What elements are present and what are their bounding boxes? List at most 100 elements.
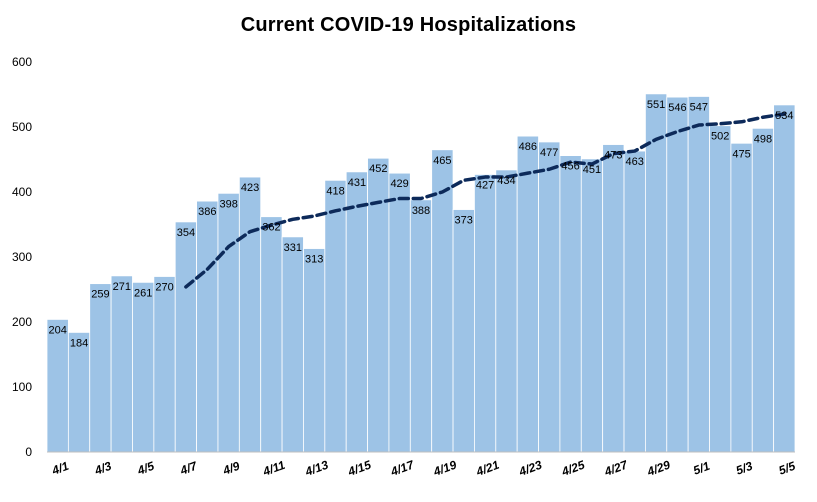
bar-5-3 [730,142,753,453]
data-label-4-16: 452 [369,163,387,175]
bar-4-9 [217,192,240,453]
data-label-5-2: 502 [711,131,729,143]
y-tick-100: 100 [12,380,32,394]
data-label-4-20: 373 [455,215,473,227]
data-label-4-6: 270 [155,282,173,294]
bar-4-3 [89,283,112,453]
data-label-4-5: 261 [134,287,152,299]
bar-4-21 [474,174,497,453]
data-label-4-26: 451 [583,164,601,176]
x-tick-4-3: 4/3 [92,459,114,478]
bar-4-28 [623,150,646,453]
y-tick-200: 200 [12,315,32,329]
data-label-4-21: 427 [476,179,494,191]
data-label-4-11: 362 [262,222,280,234]
bar-4-13 [303,248,326,453]
data-label-4-17: 429 [390,178,408,190]
data-label-4-19: 465 [433,155,451,167]
bar-4-1 [46,318,69,453]
data-label-5-3: 475 [732,148,750,160]
x-tick-4-13: 4/13 [302,458,330,480]
y-tick-600: 600 [12,55,32,69]
data-label-4-24: 477 [540,147,558,159]
x-tick-4-23: 4/23 [516,458,544,480]
x-tick-4-7: 4/7 [177,458,200,478]
bar-5-2 [709,125,732,453]
data-label-4-15: 431 [348,177,366,189]
x-tick-5-1: 5/1 [691,459,712,478]
x-axis: 4/1 4/3 4/5 4/7 4/9 4/11 4/13 4/15 4/17 4/19 4/21 4… [47,451,798,480]
bar-4-20 [452,209,475,453]
x-tick-4-27: 4/27 [602,457,631,479]
bar-4-18 [409,199,433,453]
bar-4-24 [538,141,561,453]
bar-4-4 [110,275,133,453]
data-label-4-25: 456 [561,161,579,173]
bar-4-22 [495,169,518,453]
bar-4-12 [281,236,304,453]
y-tick-500: 500 [12,120,32,134]
data-label-5-5: 534 [775,110,793,122]
bar-4-29 [645,93,668,453]
x-tick-5-5: 5/5 [777,459,798,478]
bar-4-2 [67,331,91,453]
y-axis: 0 100 200 300 400 500 600 [12,55,32,459]
data-label-4-8: 386 [198,206,216,218]
data-label-5-4: 498 [754,133,772,145]
bar-4-26 [580,158,604,453]
data-label-4-4: 271 [113,281,131,293]
x-tick-4-25: 4/25 [559,458,587,480]
data-label-4-14: 418 [326,185,344,197]
data-label-4-7: 354 [177,227,195,239]
bar-4-8 [196,200,219,453]
x-tick-4-5: 4/5 [135,459,157,478]
trend-line [184,112,787,289]
chart-title: Current COVID-19 Hospitalizations [240,14,577,36]
bar-4-30 [666,96,689,453]
trend-line-group [184,112,787,289]
bars-group [46,93,796,453]
data-label-4-23: 486 [519,141,537,153]
data-label-4-9: 398 [219,198,237,210]
bar-4-6 [153,276,176,453]
data-label-4-28: 463 [626,156,644,168]
x-tick-4-19: 4/19 [431,458,459,480]
data-label-4-13: 313 [305,254,323,266]
bar-4-7 [174,221,197,453]
y-tick-300: 300 [12,250,32,264]
bar-4-27 [602,144,625,453]
bar-4-15 [345,171,368,453]
data-label-4-10: 423 [241,182,259,194]
bar-4-23 [516,135,539,453]
x-tick-4-17: 4/17 [388,457,417,479]
data-label-4-29: 551 [647,99,665,111]
data-label-4-2: 184 [70,337,88,349]
x-tick-4-15: 4/15 [345,458,373,480]
data-label-4-3: 259 [91,289,109,301]
x-tick-4-11: 4/11 [260,458,287,479]
data-label-4-30: 546 [668,102,686,114]
x-tick-5-3: 5/3 [734,459,755,478]
data-label-4-18: 388 [412,205,430,217]
data-label-4-22: 434 [497,175,515,187]
x-tick-4-1: 4/1 [49,459,71,478]
bar-5-5 [773,104,796,453]
y-tick-0: 0 [25,445,32,459]
data-label-4-1: 204 [49,324,67,336]
data-label-4-27: 473 [604,150,622,162]
data-label-4-12: 331 [284,242,302,254]
bar-5-1 [687,96,710,453]
bar-4-10 [238,176,262,453]
bar-4-5 [132,281,155,453]
y-tick-400: 400 [12,185,32,199]
x-tick-4-29: 4/29 [644,458,672,480]
bar-4-14 [324,179,347,453]
bar-4-17 [388,172,411,453]
x-tick-4-21: 4/21 [473,458,501,480]
bar-4-11 [260,216,283,453]
bar-4-25 [559,155,582,453]
x-tick-4-9: 4/9 [220,459,242,478]
bar-5-4 [751,127,775,453]
